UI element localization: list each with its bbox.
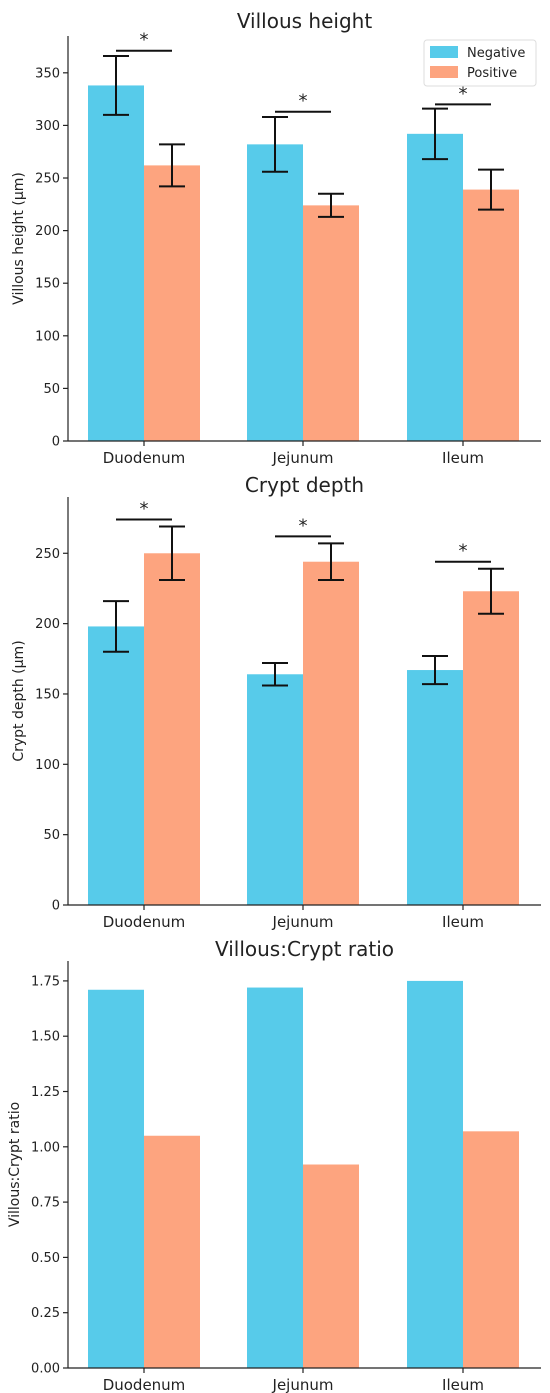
x-tick-label: Jejunum [272, 449, 334, 467]
error-bar [478, 168, 504, 211]
chart-panel-1: Villous height Villous height (μm) * * * 0 50 1… [11, 9, 541, 467]
error-bar [422, 107, 448, 161]
bar-negative-jejunum [247, 144, 303, 441]
legend-label-positive: Positive [467, 66, 517, 81]
y-tick-label: 0.00 [31, 1362, 60, 1377]
error-bar [103, 54, 129, 116]
x-tick-label: Jejunum [272, 913, 334, 931]
x-tick-label: Duodenum [103, 913, 186, 931]
y-axis-label: Villous height (μm) [11, 172, 27, 305]
y-tick-label: 150 [35, 277, 60, 292]
y-tick-label: 1.00 [31, 1140, 60, 1155]
y-tick-label: 350 [35, 66, 60, 81]
y-axis-label: Crypt depth (μm) [11, 640, 27, 761]
chart-panel-2: Crypt depth Crypt depth (μm) * * * 0 50 100 150 2… [11, 473, 541, 931]
x-tick-label: Duodenum [103, 1376, 186, 1393]
x-tick-label: Jejunum [272, 1376, 334, 1393]
error-bar [318, 542, 344, 582]
y-tick-label: 200 [35, 224, 60, 239]
y-tick-label: 50 [43, 828, 60, 843]
x-tick-label: Duodenum [103, 449, 186, 467]
chart-title: Crypt depth [245, 473, 364, 497]
bar-positive-ileum [463, 1131, 519, 1368]
bar-positive-jejunum [303, 561, 359, 905]
chart-title: Villous height [237, 9, 373, 33]
error-bar [159, 143, 185, 188]
significance-marker: * [299, 515, 308, 536]
y-tick-label: 250 [35, 172, 60, 187]
y-tick-label: 0 [52, 435, 60, 450]
bar-positive-duodenum [144, 1135, 200, 1368]
error-bar [262, 662, 288, 687]
y-tick-label: 100 [35, 329, 60, 344]
bar-negative-duodenum [88, 85, 144, 441]
chart-panel-3: Villous:Crypt ratio Villous:Crypt ratio 0.… [7, 937, 541, 1393]
bar-negative-jejunum [247, 674, 303, 905]
bar-negative-ileum [407, 670, 463, 905]
y-axis-label: Villous:Crypt ratio [7, 1102, 23, 1227]
error-bar [478, 567, 504, 615]
y-tick-label: 0.25 [31, 1306, 60, 1321]
y-tick-label: 200 [35, 617, 60, 632]
x-tick-label: Ileum [442, 1376, 484, 1393]
significance-marker: * [299, 91, 308, 112]
significance-marker: * [140, 499, 149, 520]
chart-title: Villous:Crypt ratio [215, 937, 394, 961]
y-tick-label: 0.75 [31, 1196, 60, 1211]
y-tick-label: 50 [43, 382, 60, 397]
significance-marker: * [140, 30, 149, 51]
y-tick-label: 0 [52, 899, 60, 914]
significance-marker: * [459, 83, 468, 104]
bar-negative-ileum [407, 133, 463, 441]
error-bar [159, 525, 185, 582]
y-tick-label: 1.25 [31, 1085, 60, 1100]
y-tick-label: 100 [35, 758, 60, 773]
bar-negative-ileum [407, 980, 463, 1368]
significance-marker: * [459, 541, 468, 562]
y-tick-label: 1.50 [31, 1030, 60, 1045]
bar-positive-jejunum [303, 205, 359, 441]
x-tick-label: Ileum [442, 913, 484, 931]
legend: Negative Positive [423, 39, 537, 87]
y-tick-label: 1.75 [31, 974, 60, 989]
bar-positive-jejunum [303, 1164, 359, 1368]
bar-positive-duodenum [144, 553, 200, 905]
bar-negative-duodenum [88, 989, 144, 1368]
y-tick-label: 0.50 [31, 1251, 60, 1266]
error-bar [318, 192, 344, 218]
bar-negative-jejunum [247, 987, 303, 1368]
y-tick-label: 300 [35, 119, 60, 134]
y-tick-label: 150 [35, 687, 60, 702]
bar-negative-duodenum [88, 626, 144, 905]
bar-positive-ileum [463, 189, 519, 441]
legend-swatch-positive [430, 66, 458, 78]
legend-label-negative: Negative [467, 46, 525, 61]
error-bar [422, 654, 448, 686]
bar-positive-duodenum [144, 165, 200, 441]
error-bar [103, 600, 129, 653]
x-tick-label: Ileum [442, 449, 484, 467]
error-bar [262, 116, 288, 173]
bar-positive-ileum [463, 591, 519, 905]
legend-swatch-negative [430, 46, 458, 58]
y-tick-label: 250 [35, 547, 60, 562]
